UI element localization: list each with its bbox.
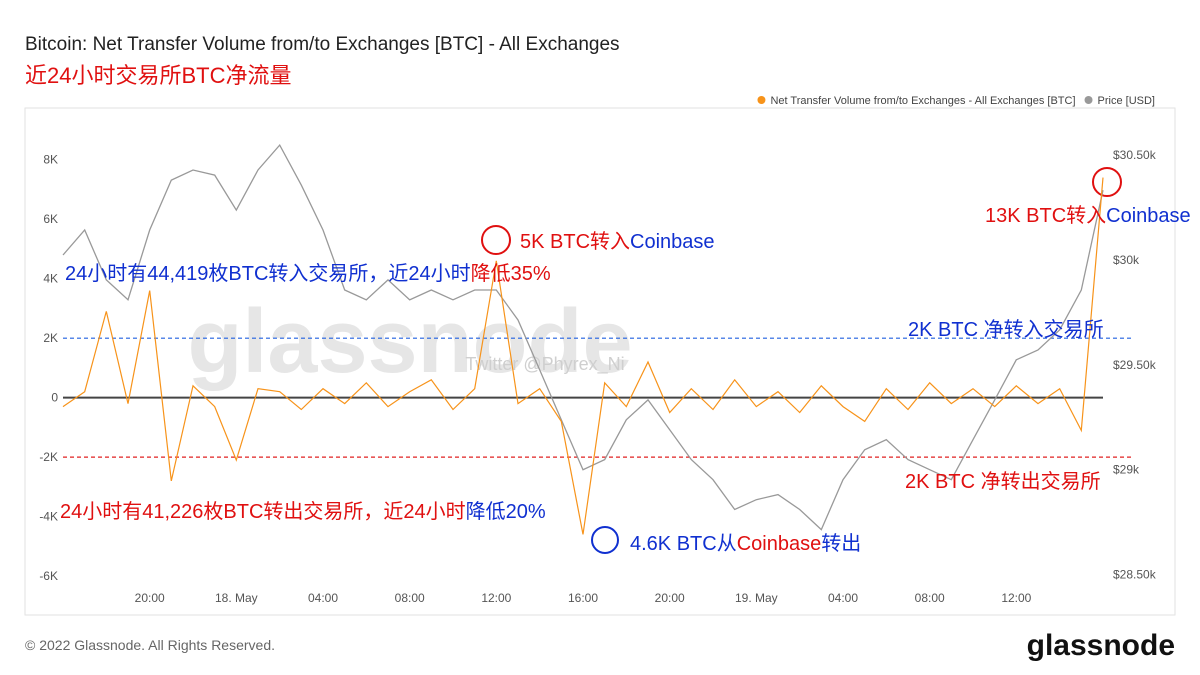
series-line (62, 143, 1104, 531)
logo: glassnode (1027, 629, 1175, 662)
annotation-part: 5K BTC转入 (520, 230, 630, 253)
x-tick-label: 04:00 (828, 591, 858, 605)
x-tick-label: 16:00 (568, 591, 598, 605)
annotation-part: 24小时有44,419枚BTC转入交易所，近24小时 (65, 262, 471, 285)
chart-subtitle: 近24小时交易所BTC净流量 (25, 63, 291, 88)
highlight-circle (481, 225, 511, 255)
y2-tick-label: $29k (1113, 463, 1140, 477)
y-tick-label: 2K (43, 331, 58, 345)
x-tick-label: 08:00 (395, 591, 425, 605)
highlight-circle (591, 526, 619, 554)
annotation-part: 转出 (821, 532, 861, 555)
x-tick-label: 18. May (215, 591, 258, 605)
series-line (62, 177, 1104, 535)
annotation-part: 24小时有41,226枚BTC转出交易所，近24小时 (60, 500, 466, 523)
x-tick-label: 20:00 (135, 591, 165, 605)
annotation-part: 2K BTC 净转入交易所 (908, 318, 1104, 341)
annotation-part: 13K BTC转入 (985, 204, 1106, 227)
x-tick-label: 12:00 (481, 591, 511, 605)
annotation: 24小时有41,226枚BTC转出交易所，近24小时降低20% (60, 500, 546, 523)
annotation: 24小时有44,419枚BTC转入交易所，近24小时降低35% (65, 262, 551, 285)
x-tick-label: 08:00 (915, 591, 945, 605)
legend-marker (757, 96, 766, 104)
legend-label: Net Transfer Volume from/to Exchanges - … (770, 95, 1075, 107)
watermark: glassnode (187, 292, 632, 392)
chart-title: Bitcoin: Net Transfer Volume from/to Exc… (25, 34, 620, 55)
y-tick-label: -2K (39, 450, 58, 464)
annotation-part: 降低20% (466, 500, 546, 523)
y2-tick-label: $30k (1113, 253, 1140, 267)
x-tick-label: 04:00 (308, 591, 338, 605)
y-tick-label: 4K (43, 272, 58, 286)
y-tick-label: 0 (51, 391, 58, 405)
highlight-circle (1092, 167, 1122, 197)
y2-tick-label: $30.50k (1113, 148, 1157, 162)
legend-label: Price [USD] (1098, 95, 1155, 107)
annotation-part: Coinbase (1106, 205, 1191, 227)
annotation: 5K BTC转入Coinbase (520, 230, 715, 253)
footer: © 2022 Glassnode. All Rights Reserved. (25, 637, 275, 653)
legend-marker (1084, 96, 1093, 104)
annotation-part: 2K BTC 净转出交易所 (905, 470, 1101, 493)
watermark-note: Twitter @Phyrex_Ni (465, 354, 624, 375)
y-tick-label: -6K (39, 569, 58, 583)
annotation-part: Coinbase (737, 533, 822, 555)
y-tick-label: -4K (39, 510, 58, 524)
y2-tick-label: $29.50k (1113, 358, 1157, 372)
y2-tick-label: $28.50k (1113, 568, 1157, 582)
annotation-part: 4.6K BTC从 (630, 533, 737, 555)
y-tick-label: 6K (43, 212, 58, 226)
x-tick-label: 20:00 (655, 591, 685, 605)
annotation: 2K BTC 净转入交易所 (908, 318, 1104, 341)
x-tick-label: 19. May (735, 591, 778, 605)
annotation: 4.6K BTC从Coinbase转出 (630, 532, 861, 555)
annotation-part: 降低35% (471, 262, 551, 285)
x-tick-label: 12:00 (1001, 591, 1031, 605)
annotation: 13K BTC转入Coinbase (985, 204, 1191, 227)
y-tick-label: 8K (43, 153, 58, 167)
annotation-part: Coinbase (630, 231, 715, 253)
annotation: 2K BTC 净转出交易所 (905, 470, 1101, 493)
chart-frame (24, 107, 1176, 616)
